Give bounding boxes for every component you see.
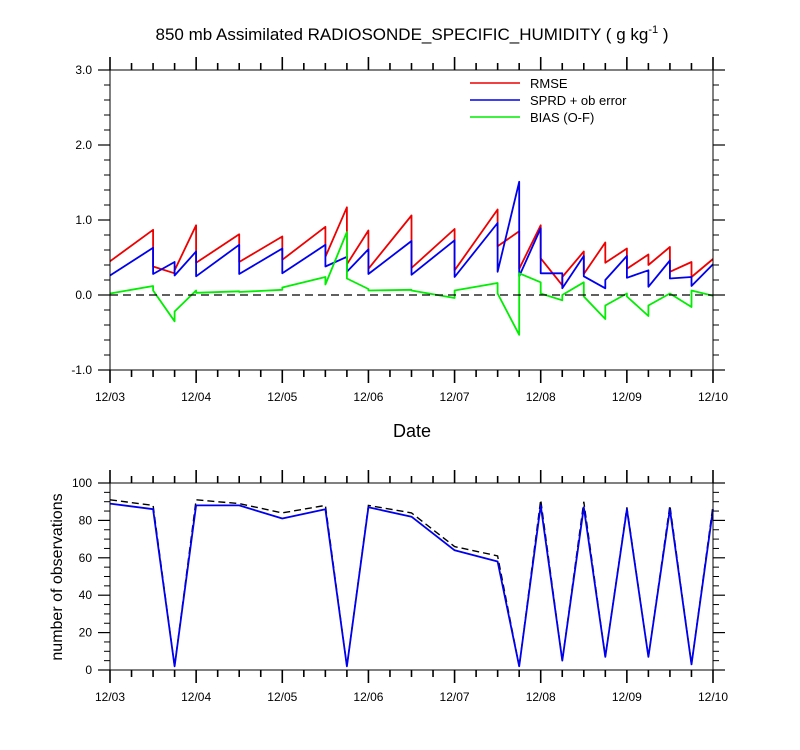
chart-title-end: ) [658, 25, 668, 44]
legend: RMSE SPRD + ob error BIAS (O-F) [470, 76, 627, 125]
y-tick-label: 20 [79, 626, 93, 640]
top-plot-frame [109, 69, 714, 371]
possible-obs-line [109, 499, 714, 667]
x-tick-label: 12/09 [612, 690, 642, 704]
y-tick-label: 0.0 [75, 288, 92, 302]
y-tick-label: 60 [79, 551, 93, 565]
top-ticks: 12/03 12/04 12/05 12/06 12/07 12/08 12/09 12/10… [71, 57, 728, 404]
x-tick-label: 12/09 [612, 390, 642, 404]
sprd-line [109, 180, 714, 290]
legend-label-rmse: RMSE [530, 76, 568, 91]
bottom-series-group [109, 499, 714, 668]
x-tick-label: 12/07 [440, 390, 470, 404]
y-tick-label: -1.0 [71, 363, 92, 377]
chart-title-main: 850 mb Assimilated RADIOSONDE_SPECIFIC_H… [156, 25, 649, 44]
used-obs-line [109, 502, 714, 668]
bottom-plot-frame [109, 482, 714, 671]
bottom-ticks: 12/03 12/04 12/05 12/06 12/07 12/08 12/09 12/10… [72, 470, 728, 704]
rmse-line [109, 206, 714, 287]
x-tick-label: 12/04 [181, 690, 211, 704]
top-panel: 12/03 12/04 12/05 12/06 12/07 12/08 12/09 12/10… [71, 57, 728, 441]
y-axis-label: number of observations [49, 493, 66, 660]
x-tick-label: 12/03 [95, 390, 125, 404]
legend-label-bias: BIAS (O-F) [530, 110, 594, 125]
x-tick-label: 12/04 [181, 390, 211, 404]
bottom-panel: 12/03 12/04 12/05 12/06 12/07 12/08 12/09 12/10… [49, 470, 728, 704]
y-tick-label: 3.0 [75, 63, 92, 77]
x-tick-label: 12/03 [95, 690, 125, 704]
y-tick-label: 80 [79, 513, 93, 527]
x-tick-label: 12/10 [698, 390, 728, 404]
x-tick-label: 12/08 [526, 690, 556, 704]
bias-line [109, 231, 714, 336]
x-tick-label: 12/05 [267, 390, 297, 404]
x-tick-label: 12/10 [698, 690, 728, 704]
y-tick-label: 1.0 [75, 213, 92, 227]
chart-title-sup: -1 [648, 24, 658, 36]
x-tick-label: 12/07 [440, 690, 470, 704]
top-series-group [109, 180, 714, 336]
x-tick-label: 12/06 [353, 390, 383, 404]
chart-title: 850 mb Assimilated RADIOSONDE_SPECIFIC_H… [156, 24, 669, 44]
legend-label-sprd: SPRD + ob error [530, 93, 627, 108]
y-tick-label: 100 [72, 476, 92, 490]
x-tick-label: 12/06 [353, 690, 383, 704]
y-tick-label: 2.0 [75, 138, 92, 152]
x-axis-label: Date [393, 421, 431, 441]
y-tick-label: 0 [85, 663, 92, 677]
x-tick-label: 12/08 [526, 390, 556, 404]
x-tick-label: 12/05 [267, 690, 297, 704]
y-tick-label: 40 [79, 588, 93, 602]
